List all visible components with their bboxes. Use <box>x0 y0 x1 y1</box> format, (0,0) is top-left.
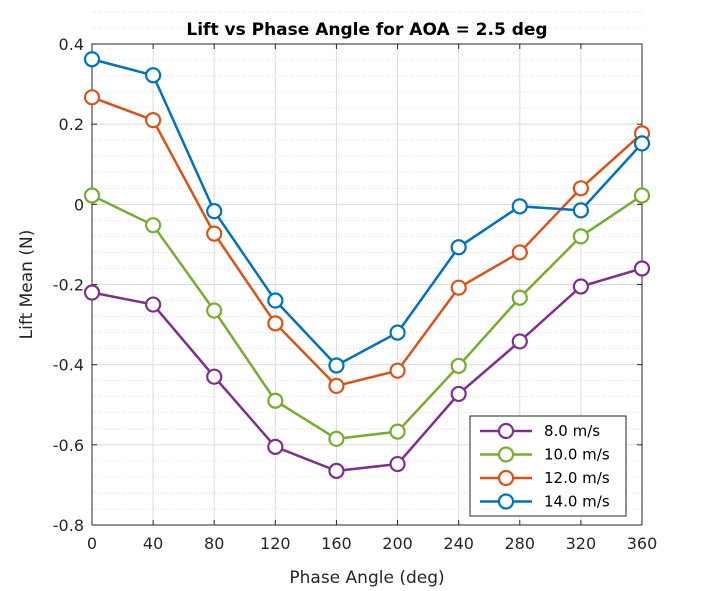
data-point <box>633 187 651 204</box>
data-point <box>511 333 528 350</box>
data-point <box>328 357 345 374</box>
x-tick-label: 320 <box>566 534 597 553</box>
legend-marker <box>497 422 515 440</box>
data-point <box>145 112 162 129</box>
x-tick-label: 40 <box>143 534 163 553</box>
data-point <box>511 198 528 215</box>
data-point <box>389 423 406 440</box>
legend-marker <box>497 446 515 463</box>
data-point <box>145 296 162 313</box>
data-point <box>267 315 284 332</box>
legend-label: 8.0 m/s <box>544 422 600 440</box>
legend-label: 10.0 m/s <box>544 446 610 464</box>
y-tick-label: 0.4 <box>59 35 84 54</box>
data-point <box>267 438 284 455</box>
data-point <box>633 260 651 277</box>
series-1 <box>83 187 651 447</box>
data-point <box>572 180 589 197</box>
data-point <box>572 228 589 245</box>
series-line <box>91 267 643 473</box>
data-point <box>206 368 223 385</box>
data-point <box>389 455 406 473</box>
legend-item: 8.0 m/s <box>480 422 600 440</box>
legend: 8.0 m/s 10.0 m/s 12.0 m/s 14.0 m/s <box>469 415 627 517</box>
data-point <box>450 385 467 403</box>
legend-box <box>469 415 627 517</box>
legend-item: 10.0 m/s <box>480 446 610 464</box>
data-point <box>450 239 467 256</box>
y-tick-label: -0.4 <box>53 356 84 375</box>
data-point <box>83 284 101 301</box>
data-point <box>389 362 406 379</box>
x-tick-label: 80 <box>204 534 224 553</box>
legend-item: 12.0 m/s <box>480 469 610 487</box>
series-line <box>91 194 643 441</box>
y-axis: 0.4 0.2 0 -0.2 -0.4 -0.6 -0.8 <box>53 35 642 535</box>
data-point <box>83 51 101 68</box>
legend-label: 12.0 m/s <box>544 469 610 487</box>
data-point <box>511 244 528 261</box>
x-tick-label: 240 <box>443 534 474 553</box>
x-tick-label: 280 <box>505 534 536 553</box>
data-point <box>328 377 345 395</box>
data-point <box>267 292 284 309</box>
data-point <box>83 89 101 106</box>
series-3 <box>83 51 651 374</box>
data-point <box>389 324 406 341</box>
data-point <box>206 302 223 319</box>
y-tick-label: -0.2 <box>53 276 84 295</box>
data-point <box>267 392 284 409</box>
series-2 <box>83 89 651 395</box>
data-point <box>633 135 651 152</box>
series-layer <box>83 51 651 479</box>
data-point <box>83 187 101 204</box>
data-point <box>328 462 345 479</box>
data-point <box>572 278 589 295</box>
x-tick-label: 160 <box>321 534 352 553</box>
series-0 <box>83 260 651 479</box>
data-point <box>450 357 467 374</box>
legend-item: 14.0 m/s <box>480 493 610 511</box>
series-line <box>91 96 643 388</box>
y-tick-label: 0.2 <box>59 115 84 134</box>
y-tick-label: -0.6 <box>53 436 84 455</box>
legend-marker <box>497 493 515 510</box>
data-point <box>145 217 162 234</box>
y-tick-label: 0 <box>74 195 84 214</box>
x-axis: 0 40 80 120 160 200 240 280 320 360 <box>87 44 657 553</box>
y-tick-label: -0.8 <box>53 516 84 535</box>
chart-title: Lift vs Phase Angle for AOA = 2.5 deg <box>186 20 547 40</box>
data-point <box>206 203 223 220</box>
x-tick-label: 0 <box>87 534 97 553</box>
x-axis-label: Phase Angle (deg) <box>289 568 444 588</box>
x-tick-label: 120 <box>260 534 291 553</box>
data-point <box>450 279 467 296</box>
legend-label: 14.0 m/s <box>544 493 610 511</box>
legend-marker <box>497 469 515 487</box>
data-point <box>572 202 589 219</box>
series-line <box>91 58 643 368</box>
data-point <box>206 225 223 242</box>
data-point <box>511 289 528 306</box>
data-point <box>145 67 162 84</box>
y-axis-label: Lift Mean (N) <box>17 230 37 340</box>
x-tick-label: 360 <box>627 534 658 553</box>
x-tick-label: 200 <box>382 534 413 553</box>
data-point <box>328 430 345 447</box>
